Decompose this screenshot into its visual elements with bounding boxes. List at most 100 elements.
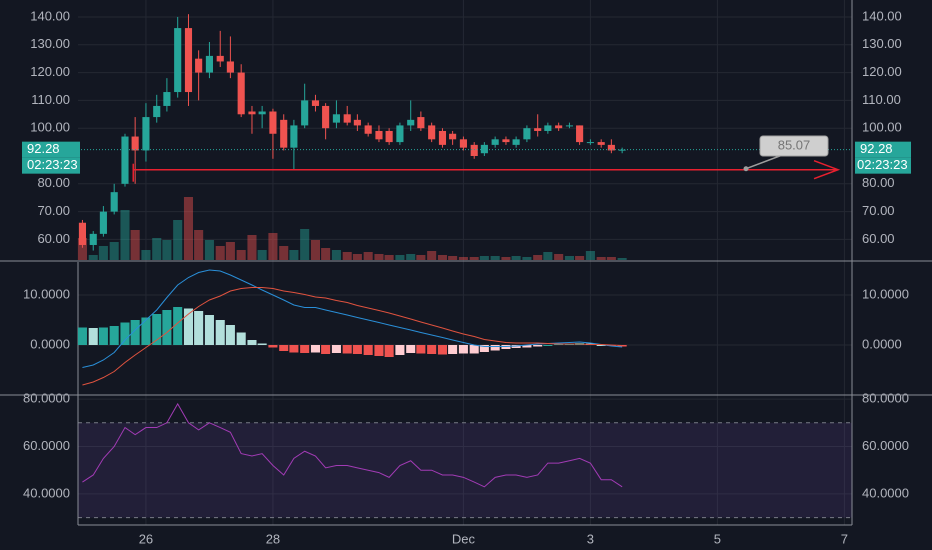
candle-body: [205, 55, 213, 73]
volume-bar: [564, 256, 574, 260]
countdown-label: 02:23:23: [27, 157, 78, 172]
price-tick-label-left: 60.00: [37, 231, 70, 246]
price-tick-label-right: 100.00: [862, 120, 902, 135]
macd-histogram-bar: [384, 345, 394, 357]
macd-histogram-bar: [257, 343, 267, 345]
candle-body: [343, 114, 351, 123]
candle-body: [417, 117, 425, 129]
candle-body: [438, 130, 447, 145]
volume-bar: [98, 246, 108, 260]
macd-tick-label-left: 10.0000: [23, 286, 70, 301]
candle-body: [512, 139, 520, 145]
price-tick-label-right: 60.00: [862, 231, 895, 246]
volume-bar: [458, 257, 468, 260]
macd-histogram-bar: [289, 345, 299, 353]
macd-histogram-bar: [533, 345, 543, 347]
candle-body: [534, 128, 542, 131]
volume-bar: [575, 256, 585, 260]
candle-body: [78, 222, 87, 245]
candle-body: [332, 114, 340, 123]
macd-histogram-bar: [448, 345, 458, 354]
macd-tick-label-right: 10.0000: [862, 286, 909, 301]
candle-body: [226, 61, 234, 73]
macd-histogram-bar: [236, 332, 246, 345]
macd-histogram-bar: [406, 345, 416, 353]
volume-bar: [617, 258, 627, 260]
candle-body: [407, 119, 415, 126]
volume-bar: [374, 254, 384, 260]
candle-body: [142, 117, 150, 151]
candle-body: [195, 58, 203, 73]
x-tick-label: 3: [587, 531, 594, 546]
volume-bar: [194, 230, 204, 260]
price-tick-label-right: 120.00: [862, 64, 902, 79]
macd-tick-label-left: 0.0000: [30, 336, 70, 351]
candle-body: [184, 28, 193, 93]
candle-body: [269, 111, 277, 134]
macd-histogram-bar: [204, 315, 214, 345]
volume-bar: [543, 252, 553, 260]
candle-body: [163, 92, 171, 106]
candle-body: [586, 142, 594, 144]
macd-histogram-bar: [130, 320, 140, 345]
candle-body: [237, 72, 245, 115]
candle-body: [597, 142, 605, 145]
rsi-line: [82, 402, 623, 488]
candle-body: [555, 125, 563, 129]
volume-bar: [257, 250, 267, 260]
volume-bar: [363, 252, 373, 260]
candle-body: [121, 136, 129, 184]
last-price-label: 92.28: [27, 141, 60, 156]
macd-histogram-bar: [109, 326, 119, 345]
macd-histogram-bar: [88, 328, 98, 345]
macd-histogram-bar: [98, 327, 108, 345]
volume-bar: [533, 255, 543, 260]
volume-bar: [130, 230, 140, 260]
candle-body: [364, 125, 372, 134]
volume-bar: [585, 251, 595, 260]
x-tick-label: Dec: [452, 531, 476, 546]
volume-bar: [522, 257, 532, 260]
volume-bar: [501, 257, 511, 260]
macd-histogram-bar: [225, 325, 235, 345]
price-tick-label-right: 140.00: [862, 8, 902, 23]
volume-bar: [77, 238, 87, 260]
candle-body: [449, 133, 457, 140]
price-tick-label-left: 130.00: [30, 36, 70, 51]
volume-bar: [352, 254, 362, 260]
volume-bar: [109, 242, 119, 260]
volume-bar: [268, 233, 278, 260]
volume-bar: [490, 256, 500, 260]
rsi-band: [78, 422, 852, 518]
candle-body: [290, 125, 298, 148]
volume-bar: [342, 252, 352, 260]
candle-body: [544, 125, 552, 131]
volume-bar: [183, 197, 194, 260]
signal-line: [82, 287, 623, 386]
candle-body: [258, 111, 266, 115]
candle-body: [301, 100, 309, 126]
candle-body: [99, 211, 107, 234]
volume-bar: [152, 238, 162, 260]
last-price-tag: [22, 141, 80, 158]
volume-bar: [236, 250, 246, 260]
volume-bar: [88, 255, 98, 260]
rsi-tick-label-right: 40.0000: [862, 485, 909, 500]
x-tick-label: 5: [714, 531, 721, 546]
macd-histogram-bar: [458, 345, 468, 354]
volume-bar: [416, 255, 426, 260]
macd-histogram-bar: [215, 320, 225, 345]
candle-body: [523, 128, 531, 140]
countdown-tag: [22, 157, 80, 174]
volume-bar: [479, 256, 489, 260]
candle-body: [311, 100, 320, 106]
volume-bar: [289, 250, 299, 260]
macd-histogram-bar: [310, 345, 321, 353]
macd-histogram-bar: [162, 310, 172, 345]
price-tick-label-right: 70.00: [862, 203, 895, 218]
drawing-arrowhead: [813, 160, 841, 180]
volume-bar: [606, 257, 616, 260]
tooltip-anchor: [743, 166, 749, 172]
macd-histogram-bar: [395, 345, 405, 355]
